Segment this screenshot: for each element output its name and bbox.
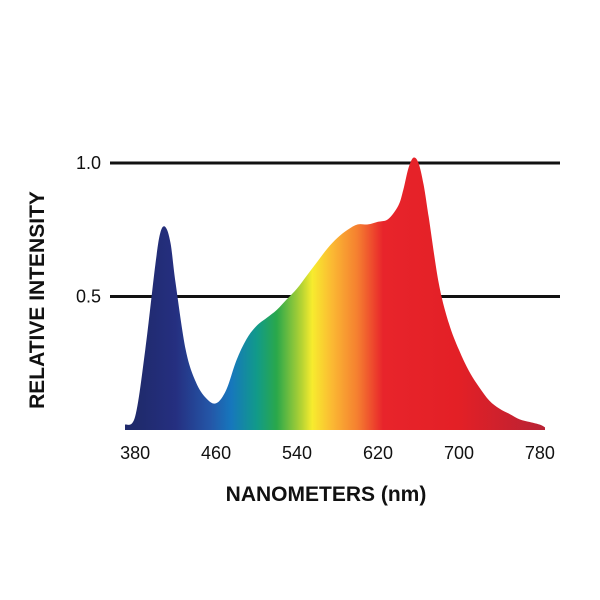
x-tick-label: 460	[201, 443, 231, 463]
x-tick-label: 540	[282, 443, 312, 463]
x-axis-title: NANOMETERS (nm)	[226, 483, 427, 506]
x-tick-label: 780	[525, 443, 555, 463]
y-tick-label: 0.5	[76, 287, 101, 307]
x-tick-label: 380	[120, 443, 150, 463]
y-tick-labels: 0.5 1.0	[76, 153, 101, 307]
spectrum-area	[125, 157, 545, 430]
x-tick-labels: 380 460 540 620 700 780	[120, 443, 555, 463]
y-axis-title: RELATIVE INTENSITY	[26, 191, 49, 409]
y-tick-label: 1.0	[76, 153, 101, 173]
x-tick-label: 700	[444, 443, 474, 463]
x-tick-label: 620	[363, 443, 393, 463]
